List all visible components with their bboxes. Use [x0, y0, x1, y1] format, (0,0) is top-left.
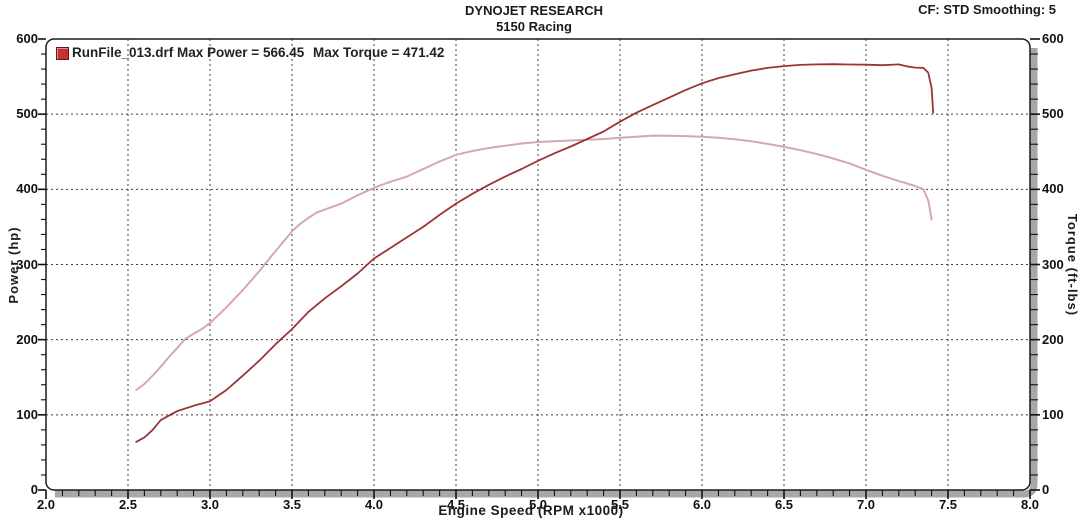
- torque-axis-tick-label: 500: [1042, 106, 1064, 122]
- engine-speed-tick-label: 4.0: [364, 497, 384, 512]
- legend-max-torque-label: Max Torque = 471.42: [313, 45, 445, 60]
- engine-speed-tick-label: 7.5: [938, 497, 958, 512]
- torque-axis-tick-label: 600: [1042, 31, 1064, 46]
- torque-axis-tick-label: 200: [1042, 331, 1064, 347]
- torque-axis-title: Torque (ft-lbs): [1065, 213, 1080, 317]
- power-axis-tick-label: 400: [16, 181, 38, 197]
- torque-axis-tick-label: 300: [1042, 256, 1064, 272]
- engine-speed-tick-label: 6.0: [692, 497, 712, 512]
- engine-speed-axis-title: Engine Speed (RPM x1000): [438, 503, 624, 518]
- power-curve: [135, 63, 935, 443]
- engine-speed-tick-label: 7.0: [856, 497, 876, 512]
- power-axis-tick-label: 500: [16, 106, 38, 122]
- axis-shadow-band: [55, 48, 1038, 498]
- engine-speed-tick-label: 5.0: [528, 497, 548, 512]
- page-subtitle: 5150 Racing: [496, 19, 572, 34]
- page-title: DYNOJET RESEARCH: [465, 3, 603, 18]
- power-axis-tick-label: 600: [16, 31, 38, 46]
- engine-speed-tick-label: 3.5: [282, 497, 302, 512]
- engine-speed-tick-label: 8.0: [1020, 497, 1040, 512]
- engine-speed-tick-label: 4.5: [446, 497, 466, 512]
- correction-smoothing-label: CF: STD Smoothing: 5: [918, 2, 1056, 17]
- torque-axis-tick-label: 0: [1042, 482, 1050, 497]
- legend-max-power-label: RunFile_013.drf Max Power = 566.45: [72, 45, 305, 60]
- engine-speed-tick-label: 6.5: [774, 497, 794, 512]
- torque-axis-tick-label: 400: [1042, 181, 1064, 197]
- engine-speed-tick-label: 2.0: [36, 497, 56, 512]
- torque-curve: [135, 134, 933, 391]
- run-file-marker-icon: [56, 47, 69, 60]
- power-axis-tick-label: 100: [16, 406, 38, 422]
- torque-axis-tick-label: 100: [1042, 406, 1064, 422]
- engine-speed-tick-label: 2.5: [118, 497, 138, 512]
- power-axis-tick-label: 200: [16, 331, 38, 347]
- power-axis-tick-label: 300: [16, 256, 38, 272]
- engine-speed-tick-label: 5.5: [610, 497, 630, 512]
- power-axis-tick-label: 0: [30, 482, 38, 497]
- engine-speed-tick-label: 3.0: [200, 497, 220, 512]
